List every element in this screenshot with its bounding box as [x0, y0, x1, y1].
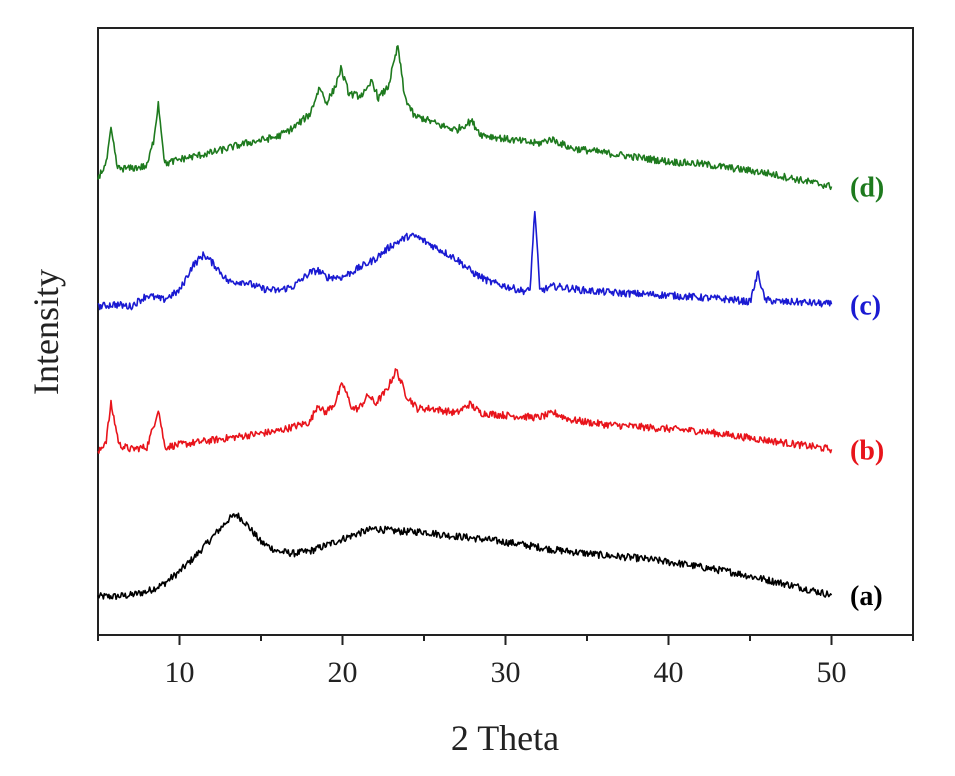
series-label-c: (c) — [850, 290, 881, 321]
series-label-b: (b) — [850, 435, 884, 466]
series-line-b — [97, 368, 833, 454]
series-line-a — [97, 512, 833, 600]
y-axis-title: Intensity — [26, 269, 66, 395]
series-label-d: (d) — [850, 173, 884, 204]
x-tick-label: 50 — [817, 656, 847, 689]
x-tick-label: 20 — [328, 656, 358, 689]
x-tick-label: 10 — [165, 656, 195, 689]
x-tick-label: 40 — [654, 656, 684, 689]
series-line-d — [97, 45, 833, 191]
series-layer — [97, 45, 833, 600]
x-axis-ticks: 10 20 30 40 50 — [97, 635, 914, 689]
series-label-a: (a) — [850, 581, 883, 612]
series-labels: (a) (b) (c) (d) — [850, 173, 884, 613]
x-tick-label: 30 — [491, 656, 521, 689]
x-axis-title: 2 Theta — [451, 718, 559, 758]
series-line-c — [97, 210, 833, 311]
